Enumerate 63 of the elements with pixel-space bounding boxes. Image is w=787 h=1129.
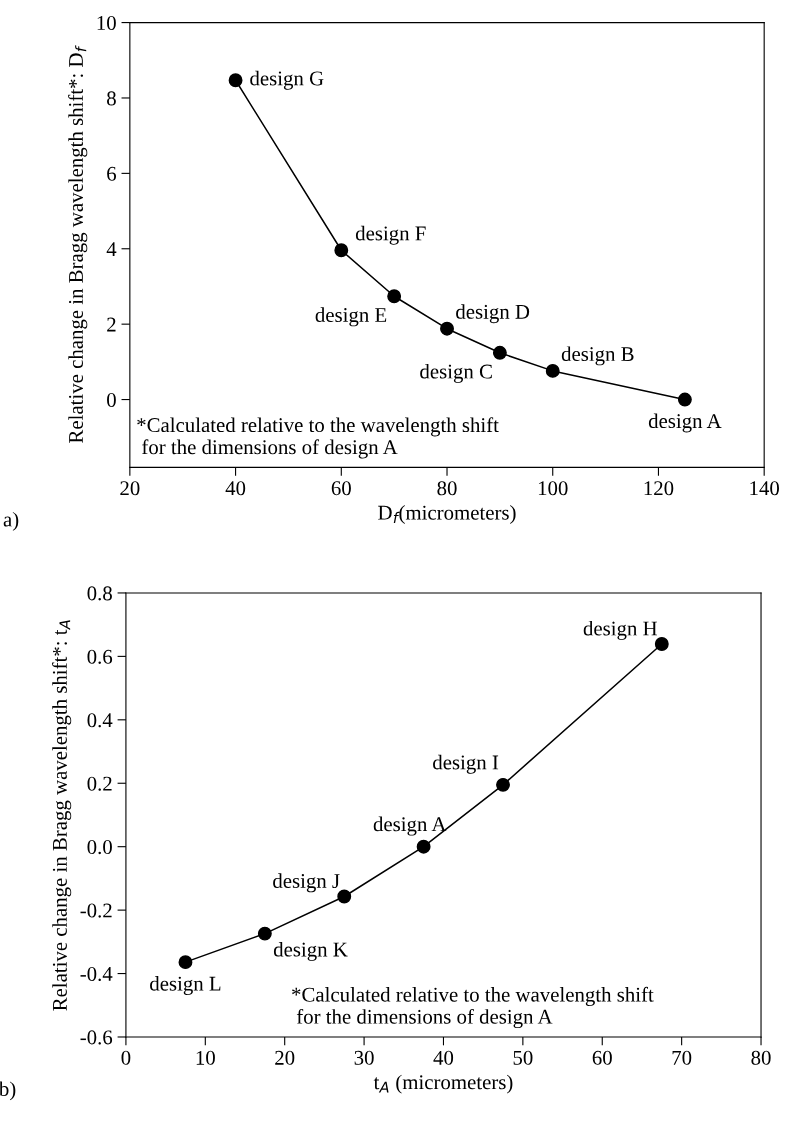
annotation: design F bbox=[355, 225, 426, 245]
y-tick-label: 0 bbox=[107, 392, 116, 407]
point bbox=[545, 363, 560, 378]
point bbox=[178, 955, 193, 970]
x-tick-label: 10 bbox=[196, 1050, 215, 1065]
y-tick-label: 0.6 bbox=[87, 649, 113, 664]
point bbox=[416, 839, 431, 854]
y-tick-label: 8 bbox=[107, 91, 116, 106]
y-tick-label: 0.2 bbox=[87, 776, 112, 791]
y-tick-label: 6 bbox=[107, 166, 117, 181]
point bbox=[387, 289, 402, 304]
y-tick-label: 2 bbox=[107, 317, 116, 332]
point bbox=[677, 392, 692, 407]
x-tick-label: 70 bbox=[672, 1050, 692, 1065]
x-axis-title: D$_{f}$(micrometers) bbox=[378, 505, 516, 524]
x-tick-label: 80 bbox=[751, 1050, 771, 1065]
y-tick-label: -0.6 bbox=[80, 1030, 113, 1045]
annotation: design I bbox=[433, 754, 499, 774]
point bbox=[440, 321, 454, 336]
x-tick-label: 50 bbox=[513, 1050, 533, 1065]
point bbox=[334, 243, 349, 258]
x-tick-label: 0 bbox=[121, 1050, 131, 1065]
x-tick-label: 140 bbox=[750, 481, 780, 496]
annotation: design C bbox=[420, 363, 492, 383]
text: a) bbox=[3, 511, 19, 531]
annotation: design J bbox=[273, 873, 340, 893]
y-tick-label: -0.2 bbox=[80, 903, 112, 918]
x-tick-label: 20 bbox=[275, 1050, 295, 1065]
y-axis-title: Relative change in Bragg wavelength shift*: D$_{f}$ bbox=[68, 45, 88, 443]
point bbox=[496, 777, 510, 792]
annotation: design K bbox=[273, 941, 348, 961]
x-tick-label: 20 bbox=[120, 481, 140, 496]
x-tick-label: 100 bbox=[538, 481, 568, 496]
annotation: design L bbox=[150, 976, 221, 995]
x-axis-title: t$_{A}$ (micrometers) bbox=[373, 1074, 513, 1094]
x-tick-label: 40 bbox=[225, 481, 246, 496]
point bbox=[337, 889, 352, 904]
x-tick-label: 60 bbox=[592, 1050, 612, 1065]
annotation: design A bbox=[373, 816, 447, 836]
annotation: *Calculated relative to the wavelength shift for the dimensions of design A bbox=[137, 417, 499, 459]
x-tick-label: 30 bbox=[354, 1050, 374, 1065]
y-tick-label: 0.0 bbox=[87, 840, 112, 855]
x-tick-label: 60 bbox=[331, 481, 351, 496]
y-tick-label: -0.4 bbox=[80, 966, 113, 982]
y-tick-label: 0.8 bbox=[87, 586, 112, 601]
y-tick-label: 4 bbox=[106, 242, 117, 256]
y-axis-title: Relative change in Bragg wavelength shift*: t$_{A}$ bbox=[52, 620, 72, 1011]
y-tick-label: 10 bbox=[97, 15, 116, 31]
annotation: design D bbox=[456, 304, 530, 324]
point bbox=[492, 345, 507, 360]
x-tick-label: 120 bbox=[644, 481, 674, 496]
annotation: design H bbox=[583, 620, 658, 640]
point bbox=[228, 73, 243, 88]
point bbox=[257, 926, 272, 941]
x-tick-label: 40 bbox=[433, 1050, 454, 1065]
x-tick-label: 80 bbox=[437, 481, 457, 496]
annotation: design G bbox=[250, 70, 324, 90]
annotation: design B bbox=[561, 346, 634, 366]
point bbox=[654, 637, 669, 651]
annotation: design A bbox=[648, 413, 722, 433]
annotation: design E bbox=[315, 307, 387, 327]
y-tick-label: 0.4 bbox=[87, 713, 113, 728]
annotation: *Calculated relative to the wavelength shift for the dimensions of design A bbox=[292, 986, 654, 1029]
